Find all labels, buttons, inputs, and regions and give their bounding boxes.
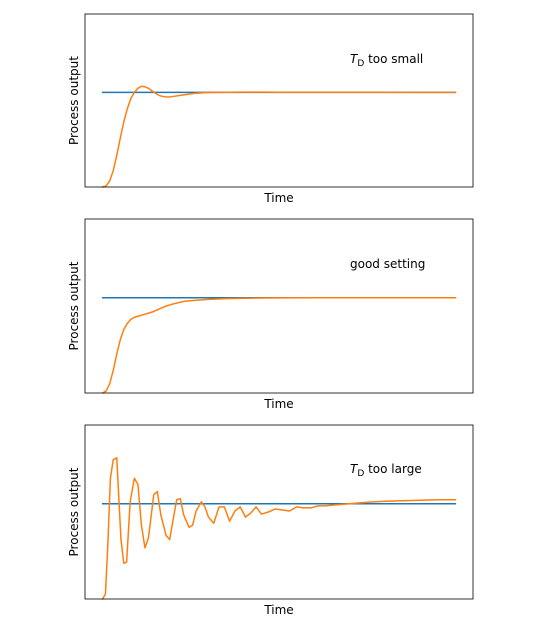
process-output-line-3	[101, 457, 457, 601]
subplot-1: Time Process output TD too small	[67, 13, 474, 205]
process-output-line-1	[101, 85, 457, 188]
annotation-1: TD too small	[350, 52, 423, 69]
process-output-line-2	[101, 297, 457, 395]
y-axis-label-2: Process output	[67, 261, 81, 350]
axes-frame-3	[84, 424, 474, 600]
y-axis-label-3: Process output	[67, 467, 81, 556]
axes-frame-2	[84, 218, 474, 394]
x-axis-label-1: Time	[263, 191, 293, 205]
subplot-3: Time Process output TD too large	[67, 424, 474, 617]
x-axis-label-2: Time	[263, 397, 293, 411]
axes-frame-1	[84, 13, 474, 188]
y-axis-label-1: Process output	[67, 56, 81, 145]
subplot-2: Time Process output good setting	[67, 218, 474, 411]
x-axis-label-3: Time	[263, 603, 293, 617]
annotation-2: good setting	[350, 257, 425, 271]
annotation-3: TD too large	[350, 462, 422, 479]
